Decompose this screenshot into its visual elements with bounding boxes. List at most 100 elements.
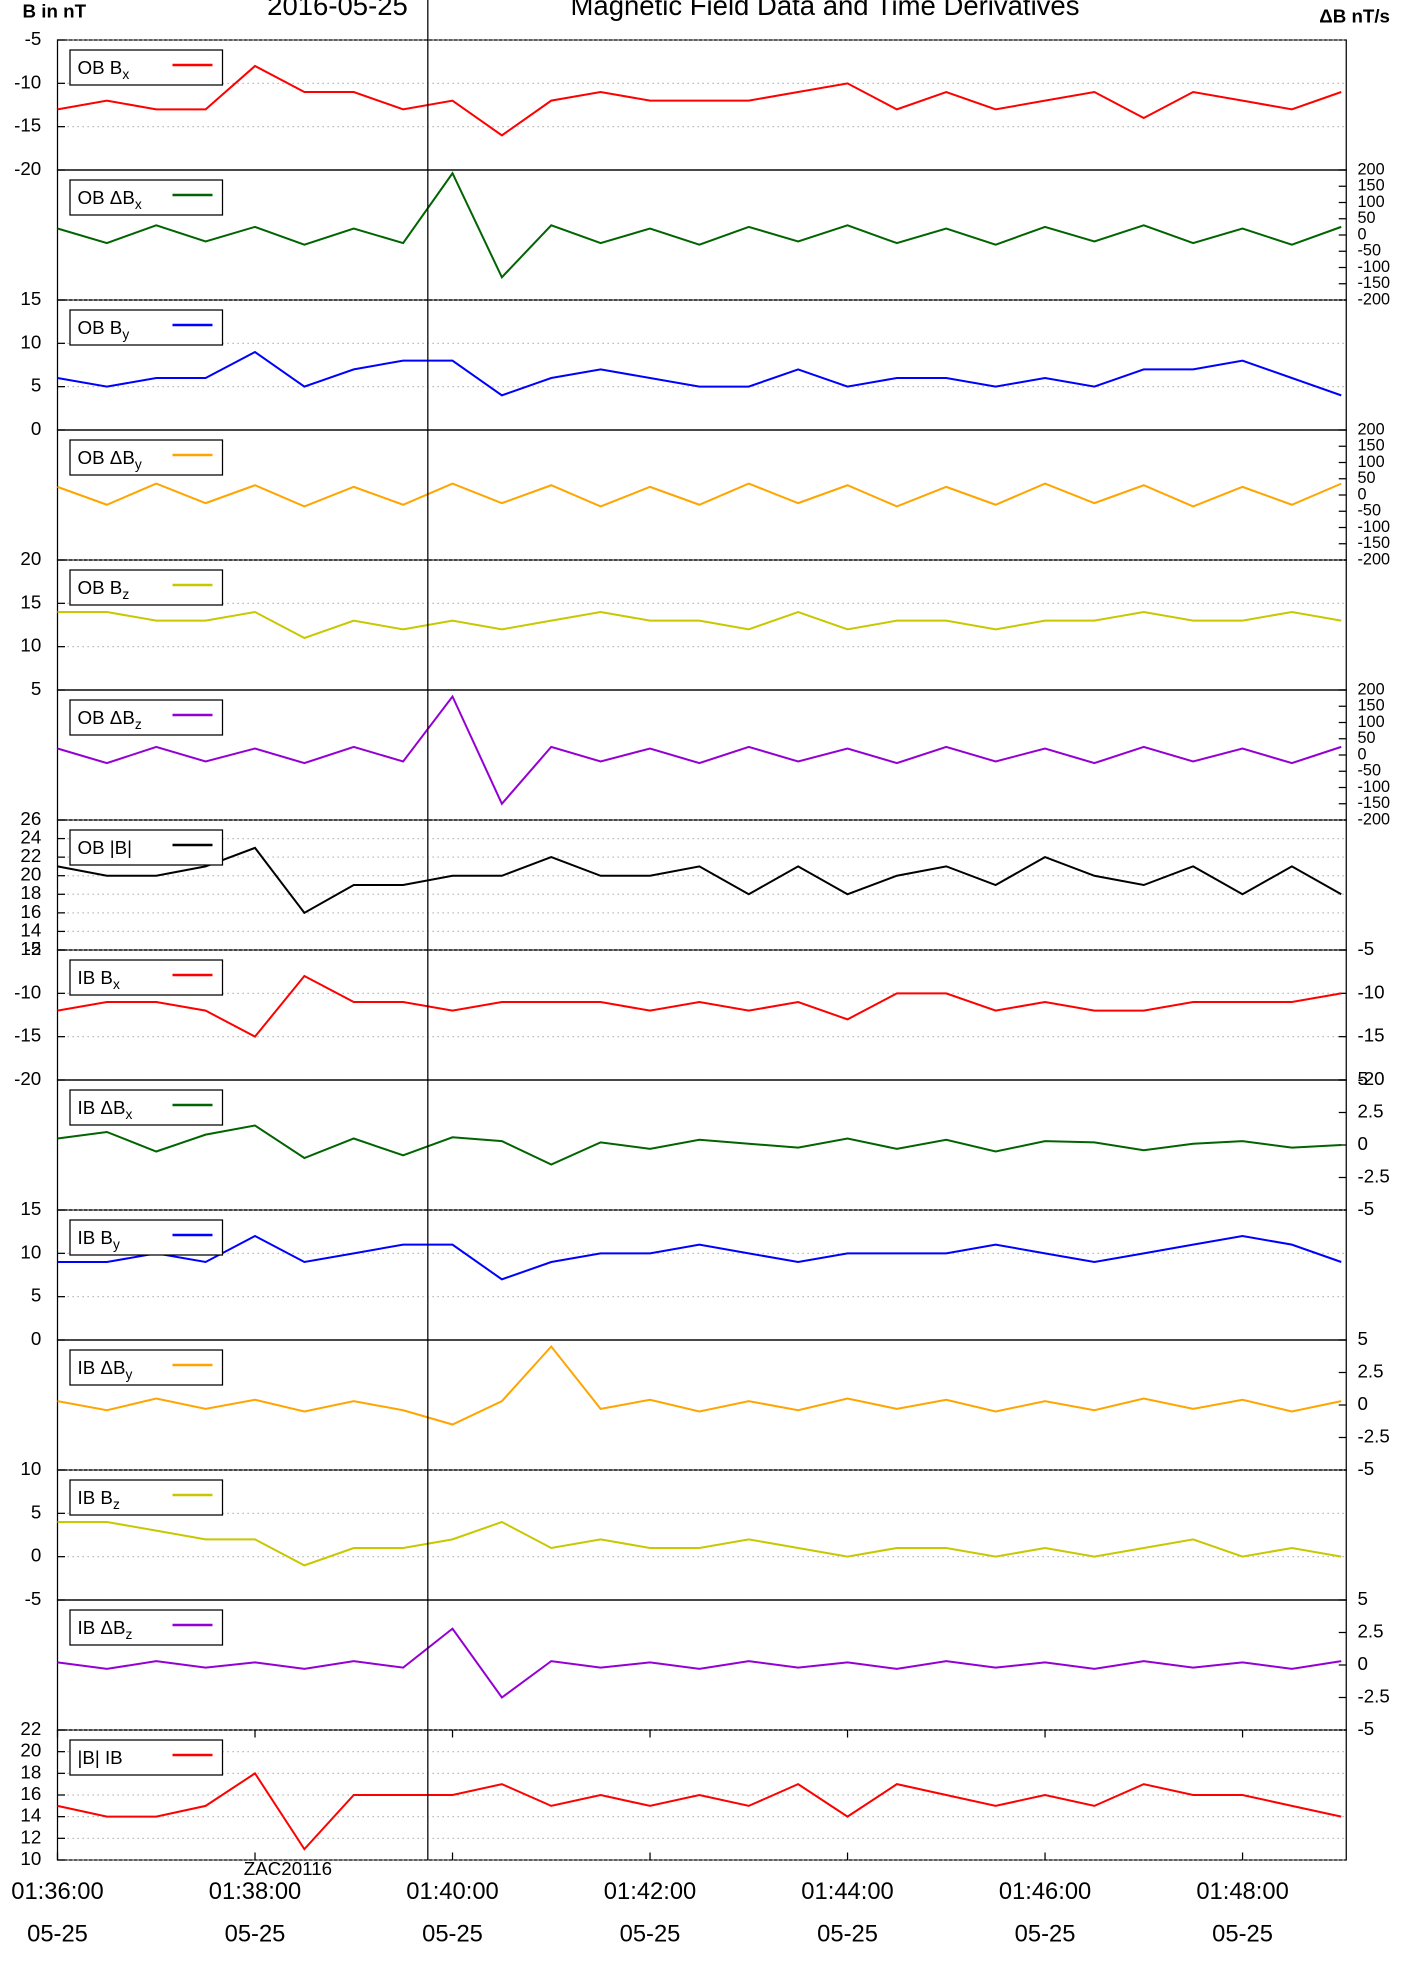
y-tick-label: -20	[14, 1068, 41, 1089]
data-line	[57, 64, 1342, 137]
x-tick-label: 01:36:00	[11, 1878, 103, 1905]
legend-name: OB ΔB	[78, 187, 135, 208]
y2-tick-label: 100	[1358, 453, 1385, 471]
x-tick-label: 01:48:00	[1196, 1878, 1288, 1905]
y2-tick-label: 150	[1358, 177, 1385, 195]
data-line	[57, 974, 1342, 1038]
x-tick-date: 05-25	[1212, 1920, 1273, 1947]
y2-tick-label: -100	[1358, 258, 1391, 276]
data-line	[57, 1124, 1342, 1166]
data-line	[57, 846, 1342, 915]
y-tick-label: -10	[14, 981, 41, 1002]
x-tick-date: 05-25	[1015, 1920, 1076, 1947]
y-tick-label: 14	[20, 919, 41, 940]
y2-tick-label: 5	[1358, 1588, 1368, 1609]
y-tick-label: 15	[20, 288, 41, 309]
legend-label: IB ΔBz	[78, 1617, 133, 1642]
y-tick-label: 12	[20, 1826, 41, 1847]
y-tick-label: 18	[20, 882, 41, 903]
legend-name: IB ΔB	[78, 1097, 126, 1118]
panel-frame	[56, 39, 1347, 171]
y-tick-label: 14	[20, 1805, 41, 1826]
y2-tick-label: -2.5	[1358, 1165, 1390, 1186]
y-tick-label: 20	[20, 548, 41, 569]
data-line	[57, 610, 1342, 640]
data-line	[57, 1344, 1342, 1426]
y2-tick-label: -150	[1358, 794, 1391, 812]
y-tick-label: 10	[20, 635, 41, 656]
y2-tick-label: -150	[1358, 274, 1391, 292]
y2-tick-label: -2.5	[1358, 1425, 1390, 1446]
panel-frame	[56, 1209, 1347, 1341]
y2-tick-label: -2.5	[1358, 1685, 1390, 1706]
y2-tick-label: -200	[1358, 290, 1391, 308]
data-line	[57, 694, 1342, 806]
legend-name: OB |B|	[78, 837, 133, 858]
y2-tick-label: 2.5	[1358, 1100, 1384, 1121]
legend-box	[69, 179, 224, 216]
y2-tick-label: 0	[1358, 1393, 1368, 1414]
y2-tick-label: -5	[1358, 1458, 1375, 1479]
legend-label: OB ΔBz	[78, 707, 142, 732]
y-tick-label: 22	[20, 845, 41, 866]
y-tick-label: -15	[14, 1025, 41, 1046]
y-tick-label: 20	[20, 1740, 41, 1761]
right-axis-label: ΔB nT/s	[1319, 5, 1390, 26]
legend-label: OB Bz	[78, 577, 130, 602]
legend-box	[69, 1349, 224, 1386]
panel-frame	[56, 299, 1347, 431]
legend-subscript: y	[135, 457, 142, 472]
legend-label: |B| IB	[78, 1747, 123, 1768]
legend-label: IB ΔBy	[78, 1357, 133, 1382]
y-tick-label: 15	[20, 591, 41, 612]
panel-frame	[56, 1599, 1347, 1731]
legend-subscript: z	[122, 587, 129, 602]
y-tick-label: 5	[31, 1285, 41, 1306]
y2-tick-label: 200	[1358, 680, 1385, 698]
y-tick-label: 5	[31, 1501, 41, 1522]
y-tick-label: 26	[20, 808, 41, 829]
x-tick-date: 05-25	[817, 1920, 878, 1947]
y2-tick-label: -50	[1358, 242, 1382, 260]
y-tick-label: 0	[31, 1545, 41, 1566]
y2-tick-label: 50	[1358, 209, 1376, 227]
y2-tick-label: 100	[1358, 193, 1385, 211]
legend: IB ΔBy	[69, 1349, 224, 1386]
legend-subscript: y	[113, 1237, 120, 1252]
data-line	[57, 482, 1342, 508]
legend: OB By	[69, 309, 224, 346]
legend-name: OB B	[78, 57, 123, 78]
legend-name: |B| IB	[78, 1747, 123, 1768]
legend-label: IB Bz	[78, 1487, 120, 1512]
legend-box	[69, 1479, 224, 1516]
legend-label: IB ΔBx	[78, 1097, 133, 1122]
legend: IB ΔBz	[69, 1609, 224, 1646]
y2-tick-label: -200	[1358, 550, 1391, 568]
y2-tick-label: 2.5	[1358, 1360, 1384, 1381]
y-tick-label: 10	[20, 1848, 41, 1869]
y-tick-label: 20	[20, 864, 41, 885]
panel-frame	[56, 1079, 1347, 1211]
legend-box	[69, 439, 224, 476]
data-line	[57, 1627, 1342, 1699]
legend: OB ΔBy	[69, 439, 224, 476]
legend-box	[69, 1089, 224, 1126]
legend-name: OB B	[78, 577, 123, 598]
y2-tick-label: -100	[1358, 518, 1391, 536]
left-axis-label: B in nT	[23, 0, 87, 21]
y2-tick-label: 0	[1358, 745, 1367, 763]
y-tick-label: 16	[20, 901, 41, 922]
y-tick-label: 5	[31, 375, 41, 396]
legend-subscript: z	[113, 1497, 120, 1512]
legend-name: OB ΔB	[78, 447, 135, 468]
legend-box	[69, 1219, 224, 1256]
legend: |B| IB	[69, 1739, 224, 1776]
y-tick-label: 10	[20, 331, 41, 352]
y2-tick-label: -100	[1358, 778, 1391, 796]
legend-label: IB Bx	[78, 967, 120, 992]
x-tick-label: 01:40:00	[406, 1878, 498, 1905]
y-tick-label: -20	[14, 158, 41, 179]
y2-tick-label: 0	[1358, 1133, 1368, 1154]
y-tick-label: 22	[20, 1718, 41, 1739]
y-tick-label: -15	[14, 115, 41, 136]
